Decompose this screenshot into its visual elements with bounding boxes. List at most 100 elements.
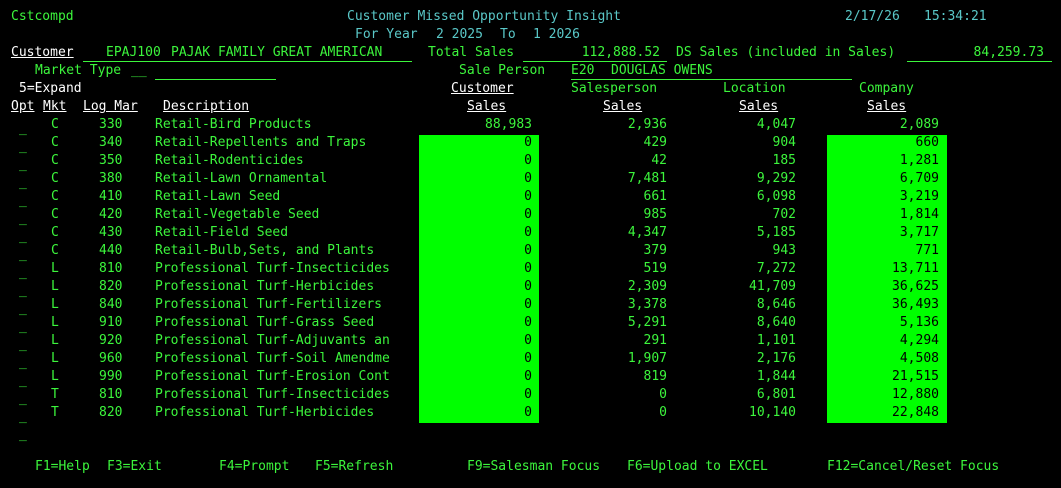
row-option-input[interactable]: _ xyxy=(19,139,27,154)
cell-log-mar: 340 xyxy=(99,135,123,150)
cell-market: T xyxy=(51,387,59,402)
ds-sales-field xyxy=(907,44,1052,62)
cell-salesperson-sales: 0 xyxy=(659,387,667,402)
row-option-input[interactable]: _ xyxy=(19,409,27,424)
cell-customer-sales: 0 xyxy=(524,315,532,330)
cell-company-sales: 4,294 xyxy=(899,333,939,348)
row-option-input[interactable]: _ xyxy=(19,373,27,388)
row-option-input[interactable]: _ xyxy=(19,175,27,190)
row-option-input[interactable]: _ xyxy=(19,337,27,352)
cell-location-sales: 1,101 xyxy=(756,333,796,348)
cell-company-sales: 36,493 xyxy=(892,297,939,312)
cell-location-sales: 8,646 xyxy=(756,297,796,312)
cell-log-mar: 330 xyxy=(99,117,123,132)
ds-sales-label: DS Sales (included in Sales) xyxy=(676,45,896,60)
cell-log-mar: 820 xyxy=(99,279,123,294)
row-option-input[interactable]: _ xyxy=(19,265,27,280)
cell-salesperson-sales: 3,378 xyxy=(627,297,667,312)
screen-time: 15:34:21 xyxy=(924,9,987,24)
row-option-input[interactable]: _ xyxy=(19,193,27,208)
cell-description: Retail-Bird Products xyxy=(155,117,312,132)
cell-description: Retail-Bulb,Sets, and Plants xyxy=(155,243,375,258)
cell-customer-sales: 0 xyxy=(524,171,532,186)
market-type-code-input[interactable]: __ xyxy=(131,63,147,78)
cell-log-mar: 960 xyxy=(99,351,123,366)
row-option-input[interactable]: _ xyxy=(19,391,27,406)
cell-description: Professional Turf-Grass Seed xyxy=(155,315,375,330)
col-customer-top: Customer xyxy=(451,81,514,96)
cell-customer-sales: 88,983 xyxy=(485,117,532,132)
total-sales-field xyxy=(523,44,667,62)
f9-salesman-focus-key[interactable]: F9=Salesman Focus xyxy=(467,459,601,474)
screen-title: Customer Missed Opportunity Insight xyxy=(347,9,621,24)
cell-location-sales: 6,801 xyxy=(756,387,796,402)
cell-log-mar: 810 xyxy=(99,387,123,402)
screen-date: 2/17/26 xyxy=(845,9,900,24)
cell-location-sales: 943 xyxy=(772,243,796,258)
cell-market: T xyxy=(51,405,59,420)
customer-field[interactable] xyxy=(83,44,412,62)
cell-salesperson-sales: 42 xyxy=(651,153,667,168)
f1-help-key[interactable]: F1=Help xyxy=(35,459,90,474)
sale-person-code: E20 xyxy=(571,63,595,78)
sale-person-name: DOUGLAS OWENS xyxy=(611,63,713,78)
row-option-input[interactable]: _ xyxy=(19,283,27,298)
f6-upload-excel-key[interactable]: F6=Upload to EXCEL xyxy=(627,459,768,474)
cell-description: Retail-Lawn Seed xyxy=(155,189,281,204)
cell-market: L xyxy=(51,279,59,294)
cell-log-mar: 810 xyxy=(99,261,123,276)
cell-customer-sales: 0 xyxy=(524,135,532,150)
cell-log-mar: 380 xyxy=(99,171,123,186)
cell-market: C xyxy=(51,153,59,168)
f4-prompt-key[interactable]: F4=Prompt xyxy=(219,459,290,474)
cell-customer-sales: 0 xyxy=(524,351,532,366)
col-mkt: Mkt xyxy=(43,99,67,114)
row-option-input[interactable]: _ xyxy=(19,301,27,316)
cell-customer-sales: 0 xyxy=(524,207,532,222)
f5-refresh-key[interactable]: F5=Refresh xyxy=(315,459,394,474)
cell-log-mar: 410 xyxy=(99,189,123,204)
cell-market: C xyxy=(51,171,59,186)
cell-market: C xyxy=(51,117,59,132)
row-option-input[interactable]: _ xyxy=(19,319,27,334)
cell-market: C xyxy=(51,135,59,150)
cell-customer-sales: 0 xyxy=(524,153,532,168)
sale-person-field[interactable] xyxy=(571,62,852,80)
cell-location-sales: 5,185 xyxy=(756,225,796,240)
from-period: 2 2025 xyxy=(436,27,483,42)
cell-customer-sales: 0 xyxy=(524,405,532,420)
row-option-input[interactable]: _ xyxy=(19,157,27,172)
row-option-input[interactable]: _ xyxy=(19,355,27,370)
cell-customer-sales: 0 xyxy=(524,261,532,276)
cell-salesperson-sales: 291 xyxy=(643,333,667,348)
cell-company-sales: 2,089 xyxy=(899,117,939,132)
cell-customer-sales: 0 xyxy=(524,333,532,348)
cell-salesperson-sales: 379 xyxy=(643,243,667,258)
to-period: 1 2026 xyxy=(533,27,580,42)
cell-market: L xyxy=(51,315,59,330)
f3-exit-key[interactable]: F3=Exit xyxy=(107,459,162,474)
cell-market: L xyxy=(51,297,59,312)
row-option-input[interactable]: _ xyxy=(19,247,27,262)
cell-company-sales: 4,508 xyxy=(899,351,939,366)
row-option-input[interactable]: _ xyxy=(19,121,27,136)
cell-description: Retail-Lawn Ornamental xyxy=(155,171,328,186)
cell-description: Professional Turf-Herbicides xyxy=(155,405,375,420)
f12-cancel-reset-key[interactable]: F12=Cancel/Reset Focus xyxy=(827,459,1000,474)
cell-company-sales: 1,814 xyxy=(899,207,939,222)
cell-salesperson-sales: 0 xyxy=(659,405,667,420)
sale-person-label: Sale Person xyxy=(459,63,546,78)
row-option-input[interactable]: _ xyxy=(19,211,27,226)
row-option-input[interactable]: _ xyxy=(19,229,27,244)
cell-salesperson-sales: 1,907 xyxy=(627,351,667,366)
row-option-input[interactable]: _ xyxy=(19,427,27,442)
cell-market: C xyxy=(51,207,59,222)
cell-salesperson-sales: 819 xyxy=(643,369,667,384)
col-company-sales: Sales xyxy=(867,99,907,114)
cell-market: C xyxy=(51,189,59,204)
cell-company-sales: 3,219 xyxy=(899,189,939,204)
cell-location-sales: 41,709 xyxy=(749,279,796,294)
cell-salesperson-sales: 985 xyxy=(643,207,667,222)
cell-company-sales: 5,136 xyxy=(899,315,939,330)
cell-salesperson-sales: 429 xyxy=(643,135,667,150)
